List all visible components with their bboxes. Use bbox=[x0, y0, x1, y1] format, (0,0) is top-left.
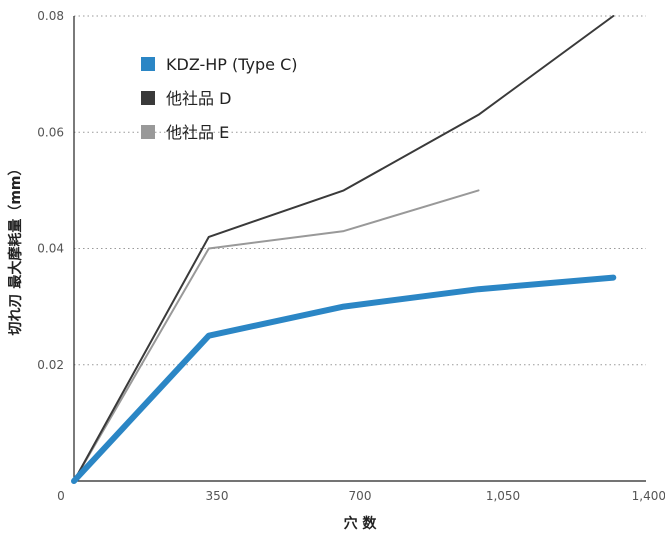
y-tick-label: 0.08 bbox=[37, 9, 64, 23]
legend-swatch bbox=[141, 57, 155, 71]
x-tick-label: 1,050 bbox=[486, 489, 520, 503]
tick-labels: 0.02 0.04 0.06 0.08 0 350 700 1,050 1,400 bbox=[37, 9, 665, 503]
y-tick-label: 0.06 bbox=[37, 125, 64, 139]
x-tick-label: 350 bbox=[206, 489, 229, 503]
series-line-1 bbox=[73, 15, 615, 482]
legend: KDZ-HP (Type C) 他社品 D 他社品 E bbox=[141, 55, 298, 142]
series-line-2 bbox=[73, 189, 480, 482]
x-tick-label: 700 bbox=[349, 489, 372, 503]
series-line-0 bbox=[71, 274, 617, 484]
legend-label: 他社品 D bbox=[166, 89, 231, 108]
legend-swatch bbox=[141, 91, 155, 105]
y-axis-title: 切れ刃 最大摩耗量（mm） bbox=[7, 161, 24, 335]
y-tick-label: 0.02 bbox=[37, 358, 64, 372]
legend-label: 他社品 E bbox=[166, 123, 229, 142]
axes bbox=[73, 16, 646, 482]
grid-lines bbox=[74, 15, 646, 366]
series-lines bbox=[71, 15, 617, 484]
legend-swatch bbox=[141, 125, 155, 139]
x-axis-title: 穴 数 bbox=[344, 515, 378, 532]
y-tick-label: 0.04 bbox=[37, 242, 64, 256]
x-tick-label: 0 bbox=[57, 489, 65, 503]
x-tick-label: 1,400 bbox=[632, 489, 665, 503]
legend-label: KDZ-HP (Type C) bbox=[166, 55, 298, 74]
